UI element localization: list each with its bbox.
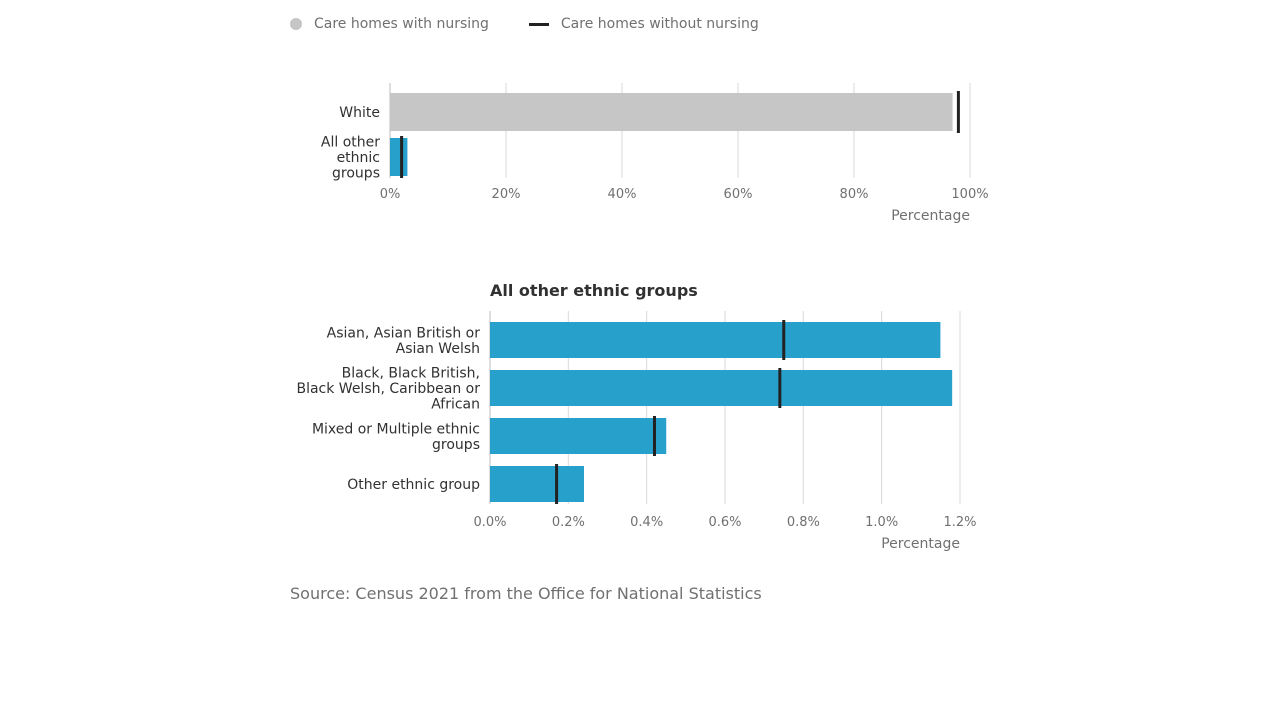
legend-swatch-without-nursing [528, 22, 549, 26]
legend-label-nursing: Care homes with nursing [314, 16, 489, 32]
chart1-bar-nursing [390, 138, 408, 176]
legend-item-without-nursing: Care homes without nursing [528, 16, 759, 32]
chart1-x-axis-label: Percentage [891, 208, 970, 224]
chart2-category-label: Asian, Asian British or Asian Welsh [327, 325, 481, 357]
chart2-title: All other ethnic groups [490, 281, 698, 300]
chart2-category-label: Black, Black British, Black Welsh, Caribb… [296, 366, 480, 413]
chart2-tick-label: 0.6% [708, 515, 741, 530]
chart2-tick-label: 0.0% [473, 515, 506, 530]
legend: Care homes with nursing Care homes witho… [290, 14, 799, 34]
chart1-tick-label: 80% [840, 187, 869, 202]
chart2-category-label: Other ethnic group [347, 477, 480, 493]
chart1-tick-label: 20% [492, 187, 521, 202]
chart2-tick-label: 1.0% [865, 515, 898, 530]
chart1-bar-nursing [390, 93, 953, 131]
chart2-x-axis-label: Percentage [881, 536, 960, 552]
chart2-bar-nursing [490, 466, 584, 502]
legend-label-without-nursing: Care homes without nursing [560, 16, 759, 32]
source-note: Source: Census 2021 from the Office for … [290, 584, 762, 603]
chart1-tick-label: 40% [608, 187, 637, 202]
chart2-bar-nursing [490, 322, 941, 358]
chart1-category-label: White [339, 105, 380, 121]
legend-item-nursing: Care homes with nursing [290, 16, 489, 32]
chart2-tick-label: 0.8% [787, 515, 820, 530]
legend-swatch-nursing [290, 18, 302, 30]
chart2-category-label: Mixed or Multiple ethnic groups [312, 421, 480, 453]
chart1-category-label: All other ethnic groups [321, 135, 380, 182]
chart1-tick-label: 0% [380, 187, 401, 202]
chart2-tick-label: 1.2% [943, 515, 976, 530]
chart2-tick-label: 0.2% [552, 515, 585, 530]
chart2-bar-nursing [490, 370, 953, 406]
chart2-tick-label: 0.4% [630, 515, 663, 530]
chart1-tick-label: 100% [951, 187, 988, 202]
chart2-bar-nursing [490, 418, 667, 454]
chart1-tick-label: 60% [724, 187, 753, 202]
